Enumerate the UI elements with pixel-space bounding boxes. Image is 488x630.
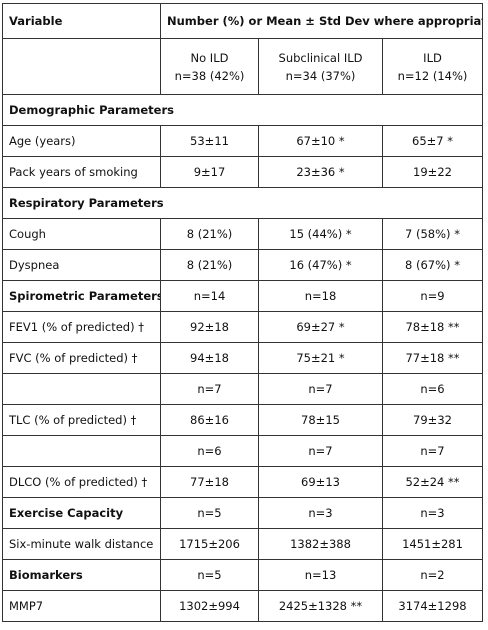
value-cell: 8 (67%) * [382,249,483,281]
table-row: Pack years of smoking 9±17 23±36 * 19±22 [2,156,483,188]
table-row: Six-minute walk distance 1715±206 1382±388… [2,528,483,560]
row-label: Age (years) [2,125,161,157]
value-cell: 86±16 [160,404,259,436]
value-cell: 15 (44%) * [258,218,383,250]
value-cell: n=3 [382,497,483,529]
group-count: n=34 (37%) [285,68,356,83]
row-label: Dyspnea [2,249,161,281]
group-count: n=12 (14%) [397,68,468,83]
value-cell: 77±18 ** [382,342,483,374]
section-row: Exercise Capacity n=5 n=3 n=3 [2,497,483,529]
value-cell: 19±22 [382,156,483,188]
value-cell: 69±27 * [258,311,383,343]
section-row: Demographic Parameters [2,94,483,126]
section-heading: Spirometric Parameters [2,280,161,312]
value-cell: 94±18 [160,342,259,374]
data-table: Variable Number (%) or Mean ± Std Dev wh… [2,3,483,622]
value-cell: 2425±1328 ** [258,590,383,622]
section-heading: Demographic Parameters [2,94,483,126]
value-cell: 67±10 * [258,125,383,157]
value-cell: 7 (58%) * [382,218,483,250]
value-cell: 75±21 * [258,342,383,374]
group-name: Subclinical ILD [278,50,363,65]
table-row: MMP7 1302±994 2425±1328 ** 3174±1298 [2,590,483,622]
value-cell: 65±7 * [382,125,483,157]
value-cell: n=5 [160,497,259,529]
table-row: FEV1 (% of predicted) † 92±18 69±27 * 78±18… [2,311,483,343]
value-cell: 1382±388 [258,528,383,560]
value-cell: n=5 [160,559,259,591]
table-row: Age (years) 53±11 67±10 * 65±7 * [2,125,483,157]
value-cell: 1715±206 [160,528,259,560]
row-label [2,373,161,405]
value-cell: n=6 [160,435,259,467]
table-row: FVC (% of predicted) † 94±18 75±21 * 77±18 … [2,342,483,374]
row-label: MMP7 [2,590,161,622]
value-cell: n=9 [382,280,483,312]
value-cell: 3174±1298 [382,590,483,622]
value-cell: n=14 [160,280,259,312]
row-label: Pack years of smoking [2,156,161,188]
row-label: Cough [2,218,161,250]
group-header-no-ild: No ILD n=38 (42%) [160,38,259,95]
section-heading: Respiratory Parameters [2,187,483,219]
group-name: No ILD [190,50,229,65]
variable-header: Variable [2,3,161,39]
value-cell: n=3 [258,497,383,529]
table-row: Dyspnea 8 (21%) 16 (47%) * 8 (67%) * [2,249,483,281]
section-heading: Biomarkers [2,559,161,591]
row-label [2,435,161,467]
table-row: n=7 n=7 n=6 [2,373,483,405]
group-header-subclinical-ild: Subclinical ILD n=34 (37%) [258,38,383,95]
value-cell: 23±36 * [258,156,383,188]
value-cell: n=7 [258,435,383,467]
value-cell: 92±18 [160,311,259,343]
value-cell: 1302±994 [160,590,259,622]
section-row: Biomarkers n=5 n=13 n=2 [2,559,483,591]
group-header-ild: ILD n=12 (14%) [382,38,483,95]
table-row: n=6 n=7 n=7 [2,435,483,467]
value-cell: 8 (21%) [160,249,259,281]
value-cell: 16 (47%) * [258,249,383,281]
value-cell: n=7 [382,435,483,467]
value-cell: 52±24 ** [382,466,483,498]
table-row: TLC (% of predicted) † 86±16 78±15 79±32 [2,404,483,436]
value-cell: n=7 [258,373,383,405]
row-label: DLCO (% of predicted) † [2,466,161,498]
table-row: Cough 8 (21%) 15 (44%) * 7 (58%) * [2,218,483,250]
value-cell: 1451±281 [382,528,483,560]
value-cell: 79±32 [382,404,483,436]
span-header: Number (%) or Mean ± Std Dev where appro… [160,3,483,39]
row-label: TLC (% of predicted) † [2,404,161,436]
row-label: FEV1 (% of predicted) † [2,311,161,343]
value-cell: 9±17 [160,156,259,188]
header-row: Variable Number (%) or Mean ± Std Dev wh… [2,3,483,39]
row-label: Six-minute walk distance [2,528,161,560]
value-cell: n=6 [382,373,483,405]
empty-header-cell [2,38,161,95]
value-cell: 53±11 [160,125,259,157]
value-cell: n=7 [160,373,259,405]
section-row: Respiratory Parameters [2,187,483,219]
group-header-row: No ILD n=38 (42%) Subclinical ILD n=34 (… [2,38,483,95]
value-cell: n=13 [258,559,383,591]
group-name: ILD [423,50,442,65]
value-cell: n=2 [382,559,483,591]
value-cell: 77±18 [160,466,259,498]
row-label: FVC (% of predicted) † [2,342,161,374]
group-count: n=38 (42%) [174,68,245,83]
section-heading: Exercise Capacity [2,497,161,529]
value-cell: 8 (21%) [160,218,259,250]
value-cell: 78±15 [258,404,383,436]
value-cell: 69±13 [258,466,383,498]
value-cell: n=18 [258,280,383,312]
section-row: Spirometric Parameters n=14 n=18 n=9 [2,280,483,312]
table-row: DLCO (% of predicted) † 77±18 69±13 52±24 *… [2,466,483,498]
value-cell: 78±18 ** [382,311,483,343]
